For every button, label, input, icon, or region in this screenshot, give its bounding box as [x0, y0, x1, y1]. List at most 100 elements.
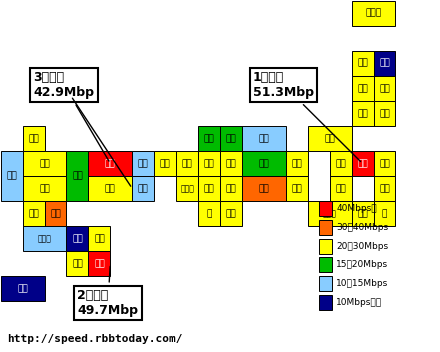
Text: 北海道: 北海道: [366, 9, 381, 18]
Bar: [22, 176, 66, 201]
Text: 京都: 京都: [204, 159, 214, 168]
Bar: [132, 151, 154, 176]
Bar: [352, 201, 374, 226]
Bar: [319, 295, 332, 310]
Text: 青森: 青森: [357, 59, 368, 68]
Text: 愛媛: 愛媛: [72, 234, 83, 243]
Text: 秋田: 秋田: [357, 84, 368, 93]
Bar: [374, 76, 396, 101]
Text: 30～40Mbps: 30～40Mbps: [336, 223, 389, 232]
Text: 千葉: 千葉: [379, 184, 390, 193]
Bar: [330, 176, 352, 201]
Bar: [242, 126, 286, 151]
Text: 長野: 長野: [291, 159, 302, 168]
Text: 高知: 高知: [72, 259, 83, 268]
Text: 富山: 富山: [258, 134, 269, 143]
Text: 石川: 石川: [226, 134, 236, 143]
Bar: [176, 151, 198, 176]
Bar: [1, 276, 44, 301]
Text: 福島: 福島: [379, 109, 390, 118]
Text: 茨城: 茨城: [379, 159, 390, 168]
Bar: [22, 201, 44, 226]
Text: 山形: 山形: [357, 109, 368, 118]
Bar: [220, 151, 242, 176]
Text: 島根: 島根: [105, 159, 116, 168]
Bar: [22, 151, 66, 176]
Text: 熊本: 熊本: [28, 209, 39, 218]
Bar: [286, 176, 308, 201]
Text: 新潟: 新潟: [324, 134, 335, 143]
Bar: [22, 226, 66, 251]
Text: 大分: 大分: [39, 184, 50, 193]
Text: 三重: 三重: [226, 209, 236, 218]
Bar: [198, 126, 220, 151]
Bar: [66, 151, 88, 201]
Bar: [22, 126, 44, 151]
Text: 奈良: 奈良: [204, 184, 214, 193]
Bar: [220, 126, 242, 151]
Text: 千: 千: [382, 209, 387, 218]
Bar: [319, 220, 332, 235]
Text: 長崎: 長崎: [6, 171, 17, 181]
Bar: [220, 176, 242, 201]
Text: 山口: 山口: [72, 171, 83, 181]
Bar: [352, 76, 374, 101]
Text: 1位栃木
51.3Mbp: 1位栃木 51.3Mbp: [253, 71, 360, 162]
Bar: [286, 151, 308, 176]
Text: 鹿児島: 鹿児島: [37, 234, 51, 243]
Text: 山梨: 山梨: [291, 184, 302, 193]
Bar: [319, 257, 332, 272]
Text: 宮崎: 宮崎: [50, 209, 61, 218]
Text: 栃木: 栃木: [357, 159, 368, 168]
Bar: [242, 151, 286, 176]
Text: 沖縄: 沖縄: [17, 284, 28, 293]
Text: 東京: 東京: [357, 209, 368, 218]
Text: 福岡: 福岡: [39, 159, 50, 168]
Bar: [242, 176, 286, 201]
Bar: [66, 251, 88, 276]
Bar: [66, 226, 88, 251]
Bar: [132, 176, 154, 201]
Bar: [374, 151, 396, 176]
Bar: [352, 51, 374, 76]
Text: 山: 山: [206, 209, 212, 218]
Bar: [88, 176, 132, 201]
Bar: [198, 151, 220, 176]
Bar: [374, 101, 396, 126]
Text: 徳島: 徳島: [94, 259, 105, 268]
Bar: [352, 151, 374, 176]
Text: 広島: 広島: [105, 184, 116, 193]
Text: http://speed.rbbtoday.com/: http://speed.rbbtoday.com/: [7, 334, 183, 344]
Bar: [176, 176, 198, 201]
Text: 3位島根
42.9Mbp: 3位島根 42.9Mbp: [33, 71, 109, 161]
Text: 10Mbps未満: 10Mbps未満: [336, 298, 382, 307]
Bar: [330, 151, 352, 176]
Bar: [319, 201, 332, 216]
Bar: [88, 226, 110, 251]
Text: 神奈川: 神奈川: [323, 209, 337, 218]
Bar: [374, 201, 396, 226]
Text: 群馬: 群馬: [335, 159, 346, 168]
Text: 岐阜: 岐阜: [258, 159, 269, 168]
Bar: [1, 151, 22, 201]
Bar: [154, 151, 176, 176]
Bar: [198, 201, 220, 226]
Text: 福井: 福井: [204, 134, 214, 143]
Text: 15～20Mbps: 15～20Mbps: [336, 260, 389, 269]
Text: 鳳取: 鳳取: [138, 159, 149, 168]
Text: 埼玉: 埼玉: [335, 184, 346, 193]
Text: 兵庫: 兵庫: [160, 159, 171, 168]
Text: 20～30Mbps: 20～30Mbps: [336, 241, 389, 251]
Text: 大阪: 大阪: [182, 159, 192, 168]
Text: 宮城: 宮城: [379, 84, 390, 93]
Text: 10～15Mbps: 10～15Mbps: [336, 279, 389, 288]
Text: 岩手: 岩手: [379, 59, 390, 68]
Text: 2位徳島
49.7Mbp: 2位徳島 49.7Mbp: [77, 266, 139, 317]
Bar: [352, 101, 374, 126]
Bar: [308, 201, 352, 226]
Text: 岡山: 岡山: [138, 184, 149, 193]
Bar: [319, 276, 332, 291]
Bar: [88, 251, 110, 276]
Text: 愛知: 愛知: [226, 184, 236, 193]
Bar: [319, 239, 332, 254]
